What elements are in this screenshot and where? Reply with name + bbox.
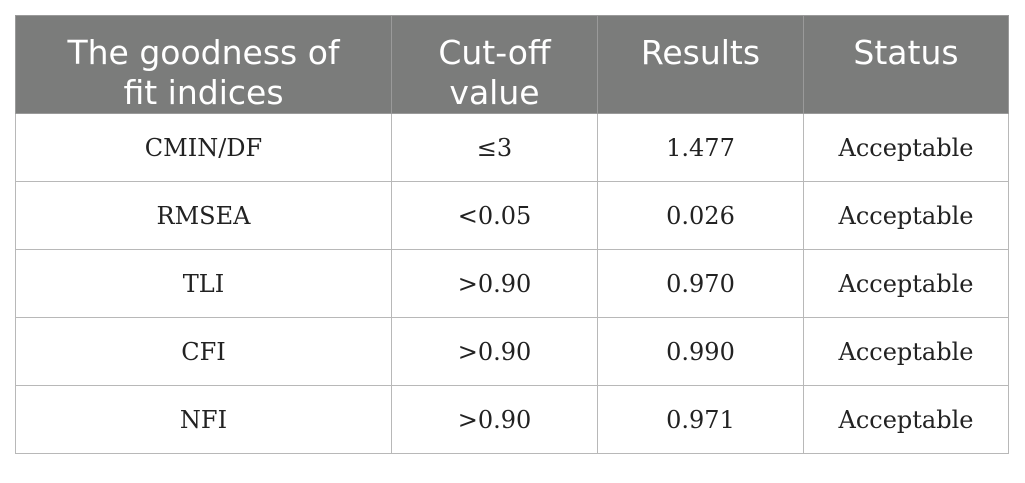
cell-status: Acceptable xyxy=(803,317,1009,386)
header-results-label: Results xyxy=(640,33,761,72)
header-row: The goodness of fit indices Cut-off valu… xyxy=(15,15,1009,114)
cell-status: Acceptable xyxy=(803,113,1009,182)
cell-status: Acceptable xyxy=(803,249,1009,318)
cell-result: 0.026 xyxy=(597,181,804,250)
header-cutoff-value: Cut-off value xyxy=(391,15,598,114)
header-status-label: Status xyxy=(853,33,959,72)
table-row: TLI >0.90 0.970 Acceptable xyxy=(15,249,1009,318)
cell-index: NFI xyxy=(15,385,392,454)
cell-status: Acceptable xyxy=(803,385,1009,454)
table-header: The goodness of fit indices Cut-off valu… xyxy=(15,15,1009,114)
cell-cutoff: >0.90 xyxy=(391,317,598,386)
fit-indices-table: The goodness of fit indices Cut-off valu… xyxy=(15,15,1009,454)
cell-result: 0.971 xyxy=(597,385,804,454)
cell-cutoff: <0.05 xyxy=(391,181,598,250)
cell-cutoff: ≤3 xyxy=(391,113,598,182)
cell-index: TLI xyxy=(15,249,392,318)
cell-result: 0.990 xyxy=(597,317,804,386)
header-fit-indices-label: The goodness of fit indices xyxy=(67,33,340,112)
cell-result: 0.970 xyxy=(597,249,804,318)
cell-result: 1.477 xyxy=(597,113,804,182)
cell-index: CMIN/DF xyxy=(15,113,392,182)
table-row: CMIN/DF ≤3 1.477 Acceptable xyxy=(15,113,1009,182)
header-fit-indices: The goodness of fit indices xyxy=(15,15,392,114)
table-row: CFI >0.90 0.990 Acceptable xyxy=(15,317,1009,386)
cell-index: CFI xyxy=(15,317,392,386)
cell-index: RMSEA xyxy=(15,181,392,250)
cell-cutoff: >0.90 xyxy=(391,249,598,318)
header-cutoff-value-label: Cut-off value xyxy=(438,33,551,112)
cell-status: Acceptable xyxy=(803,181,1009,250)
header-results: Results xyxy=(597,15,804,114)
header-status: Status xyxy=(803,15,1009,114)
cell-cutoff: >0.90 xyxy=(391,385,598,454)
table-body: CMIN/DF ≤3 1.477 Acceptable RMSEA <0.05 … xyxy=(15,113,1009,454)
table-row: RMSEA <0.05 0.026 Acceptable xyxy=(15,181,1009,250)
table-row: NFI >0.90 0.971 Acceptable xyxy=(15,385,1009,454)
